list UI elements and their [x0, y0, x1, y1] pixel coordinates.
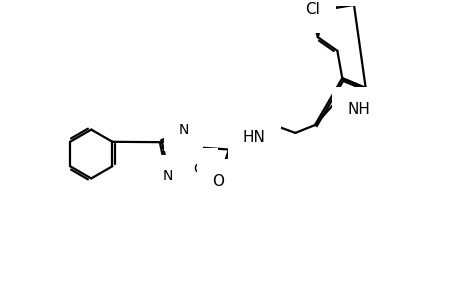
Text: N: N	[178, 123, 188, 137]
Text: Cl: Cl	[305, 2, 319, 17]
Text: N: N	[162, 169, 172, 183]
Text: HN: HN	[242, 130, 265, 145]
Text: O: O	[193, 162, 204, 176]
Text: NH: NH	[347, 102, 369, 117]
Text: O: O	[212, 174, 224, 189]
